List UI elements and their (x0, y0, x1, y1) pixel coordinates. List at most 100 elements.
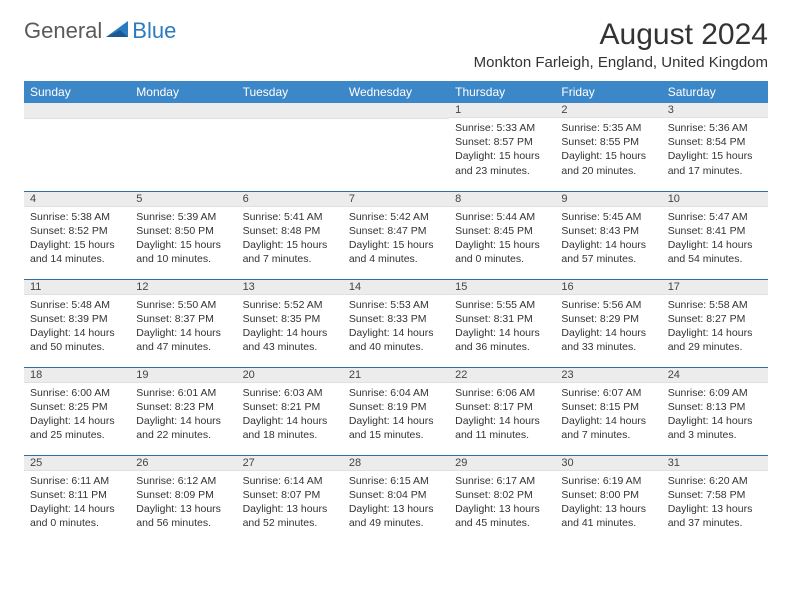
empty-cell (343, 103, 449, 191)
daylight-line: Daylight: 14 hours and 29 minutes. (668, 326, 762, 354)
sunset-line: Sunset: 8:13 PM (668, 400, 762, 414)
logo: General Blue (24, 18, 176, 44)
day-cell: 8Sunrise: 5:44 AMSunset: 8:45 PMDaylight… (449, 191, 555, 279)
day-header: Wednesday (343, 81, 449, 103)
sunset-line: Sunset: 8:23 PM (136, 400, 230, 414)
day-body: Sunrise: 5:44 AMSunset: 8:45 PMDaylight:… (449, 207, 555, 269)
day-body: Sunrise: 6:20 AMSunset: 7:58 PMDaylight:… (662, 471, 768, 533)
sunrise-line: Sunrise: 6:07 AM (561, 386, 655, 400)
day-body: Sunrise: 5:52 AMSunset: 8:35 PMDaylight:… (237, 295, 343, 357)
sunset-line: Sunset: 8:17 PM (455, 400, 549, 414)
sunset-line: Sunset: 8:07 PM (243, 488, 337, 502)
sunrise-line: Sunrise: 6:06 AM (455, 386, 549, 400)
daylight-line: Daylight: 13 hours and 45 minutes. (455, 502, 549, 530)
day-body: Sunrise: 5:36 AMSunset: 8:54 PMDaylight:… (662, 118, 768, 180)
calendar-table: SundayMondayTuesdayWednesdayThursdayFrid… (24, 81, 768, 543)
day-body: Sunrise: 5:48 AMSunset: 8:39 PMDaylight:… (24, 295, 130, 357)
day-body: Sunrise: 5:55 AMSunset: 8:31 PMDaylight:… (449, 295, 555, 357)
daylight-line: Daylight: 14 hours and 47 minutes. (136, 326, 230, 354)
day-cell: 18Sunrise: 6:00 AMSunset: 8:25 PMDayligh… (24, 367, 130, 455)
week-row: 25Sunrise: 6:11 AMSunset: 8:11 PMDayligh… (24, 455, 768, 543)
day-number: 21 (343, 368, 449, 383)
day-cell: 10Sunrise: 5:47 AMSunset: 8:41 PMDayligh… (662, 191, 768, 279)
daylight-line: Daylight: 13 hours and 56 minutes. (136, 502, 230, 530)
logo-triangle-icon (106, 19, 130, 44)
sunrise-line: Sunrise: 5:39 AM (136, 210, 230, 224)
day-header: Tuesday (237, 81, 343, 103)
day-cell: 7Sunrise: 5:42 AMSunset: 8:47 PMDaylight… (343, 191, 449, 279)
sunset-line: Sunset: 8:02 PM (455, 488, 549, 502)
sunset-line: Sunset: 8:37 PM (136, 312, 230, 326)
daylight-line: Daylight: 14 hours and 50 minutes. (30, 326, 124, 354)
day-number: 14 (343, 280, 449, 295)
day-number: 28 (343, 456, 449, 471)
day-cell: 14Sunrise: 5:53 AMSunset: 8:33 PMDayligh… (343, 279, 449, 367)
day-cell: 25Sunrise: 6:11 AMSunset: 8:11 PMDayligh… (24, 455, 130, 543)
empty-cell (237, 103, 343, 191)
day-cell: 22 Sunrise: 6:06 AMSunset: 8:17 PMDayligh… (449, 367, 555, 455)
day-number: 16 (555, 280, 661, 295)
daylight-line: Daylight: 14 hours and 54 minutes. (668, 238, 762, 266)
day-cell: 30Sunrise: 6:19 AMSunset: 8:00 PMDayligh… (555, 455, 661, 543)
day-number: 24 (662, 368, 768, 383)
sunrise-line: Sunrise: 6:11 AM (30, 474, 124, 488)
day-cell: 12Sunrise: 5:50 AMSunset: 8:37 PMDayligh… (130, 279, 236, 367)
day-cell: 17Sunrise: 5:58 AMSunset: 8:27 PMDayligh… (662, 279, 768, 367)
title-block: August 2024 Monkton Farleigh, England, U… (474, 18, 768, 71)
day-number (237, 103, 343, 119)
sunrise-line: Sunrise: 5:58 AM (668, 298, 762, 312)
empty-cell (130, 103, 236, 191)
day-cell: 23Sunrise: 6:07 AMSunset: 8:15 PMDayligh… (555, 367, 661, 455)
daylight-line: Daylight: 14 hours and 36 minutes. (455, 326, 549, 354)
day-number: 13 (237, 280, 343, 295)
sunrise-line: Sunrise: 6:20 AM (668, 474, 762, 488)
sunset-line: Sunset: 8:35 PM (243, 312, 337, 326)
sunrise-line: Sunrise: 5:48 AM (30, 298, 124, 312)
sunset-line: Sunset: 8:27 PM (668, 312, 762, 326)
day-number: 12 (130, 280, 236, 295)
day-number: 5 (130, 192, 236, 207)
sunset-line: Sunset: 8:31 PM (455, 312, 549, 326)
sunrise-line: Sunrise: 5:36 AM (668, 121, 762, 135)
day-body: Sunrise: 5:58 AMSunset: 8:27 PMDaylight:… (662, 295, 768, 357)
day-body: Sunrise: 6:19 AMSunset: 8:00 PMDaylight:… (555, 471, 661, 533)
daylight-line: Daylight: 14 hours and 0 minutes. (30, 502, 124, 530)
day-header-row: SundayMondayTuesdayWednesdayThursdayFrid… (24, 81, 768, 103)
day-number: 3 (662, 103, 768, 118)
sunrise-line: Sunrise: 5:35 AM (561, 121, 655, 135)
sunset-line: Sunset: 8:11 PM (30, 488, 124, 502)
day-cell: 19Sunrise: 6:01 AMSunset: 8:23 PMDayligh… (130, 367, 236, 455)
day-number: 20 (237, 368, 343, 383)
week-row: 18Sunrise: 6:00 AMSunset: 8:25 PMDayligh… (24, 367, 768, 455)
daylight-line: Daylight: 13 hours and 41 minutes. (561, 502, 655, 530)
logo-text-blue: Blue (132, 18, 176, 44)
daylight-line: Daylight: 14 hours and 40 minutes. (349, 326, 443, 354)
week-row: 11Sunrise: 5:48 AMSunset: 8:39 PMDayligh… (24, 279, 768, 367)
day-body: Sunrise: 5:45 AMSunset: 8:43 PMDaylight:… (555, 207, 661, 269)
day-cell: 3Sunrise: 5:36 AMSunset: 8:54 PMDaylight… (662, 103, 768, 191)
sunrise-line: Sunrise: 6:01 AM (136, 386, 230, 400)
daylight-line: Daylight: 13 hours and 37 minutes. (668, 502, 762, 530)
sunset-line: Sunset: 8:47 PM (349, 224, 443, 238)
sunset-line: Sunset: 8:55 PM (561, 135, 655, 149)
day-body: Sunrise: 6:12 AMSunset: 8:09 PMDaylight:… (130, 471, 236, 533)
daylight-line: Daylight: 14 hours and 15 minutes. (349, 414, 443, 442)
sunrise-line: Sunrise: 6:14 AM (243, 474, 337, 488)
day-cell: 2Sunrise: 5:35 AMSunset: 8:55 PMDaylight… (555, 103, 661, 191)
sunrise-line: Sunrise: 5:52 AM (243, 298, 337, 312)
sunrise-line: Sunrise: 6:09 AM (668, 386, 762, 400)
sunset-line: Sunset: 8:54 PM (668, 135, 762, 149)
day-cell: 5Sunrise: 5:39 AMSunset: 8:50 PMDaylight… (130, 191, 236, 279)
day-header: Sunday (24, 81, 130, 103)
daylight-line: Daylight: 14 hours and 7 minutes. (561, 414, 655, 442)
day-number: 2 (555, 103, 661, 118)
day-cell: 1Sunrise: 5:33 AMSunset: 8:57 PMDaylight… (449, 103, 555, 191)
day-number: 19 (130, 368, 236, 383)
day-body: Sunrise: 6:01 AMSunset: 8:23 PMDaylight:… (130, 383, 236, 445)
day-number: 7 (343, 192, 449, 207)
daylight-line: Daylight: 14 hours and 25 minutes. (30, 414, 124, 442)
day-cell: 29Sunrise: 6:17 AMSunset: 8:02 PMDayligh… (449, 455, 555, 543)
day-number: 22 (449, 368, 555, 383)
daylight-line: Daylight: 14 hours and 11 minutes. (455, 414, 549, 442)
daylight-line: Daylight: 14 hours and 43 minutes. (243, 326, 337, 354)
